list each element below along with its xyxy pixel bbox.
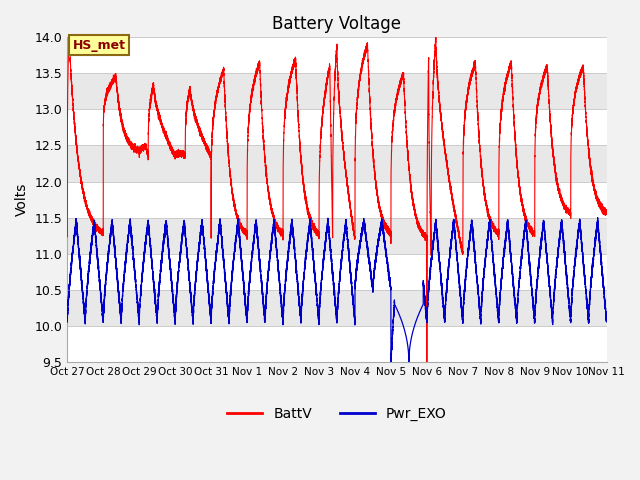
Bar <box>67 217 607 253</box>
Bar <box>67 73 607 109</box>
Y-axis label: Volts: Volts <box>15 183 29 216</box>
Text: HS_met: HS_met <box>73 39 125 52</box>
Bar <box>67 37 607 73</box>
Bar <box>67 253 607 290</box>
Title: Battery Voltage: Battery Voltage <box>273 15 401 33</box>
Bar <box>67 290 607 326</box>
Bar <box>67 109 607 145</box>
Bar <box>67 181 607 217</box>
Bar <box>67 145 607 181</box>
Legend: BattV, Pwr_EXO: BattV, Pwr_EXO <box>222 401 452 426</box>
Bar <box>67 326 607 362</box>
